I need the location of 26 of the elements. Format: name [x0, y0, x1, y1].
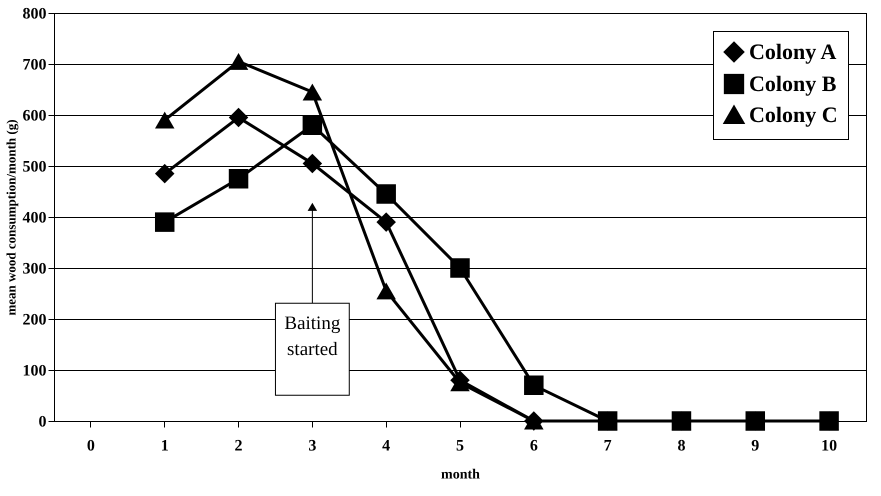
y-axis-title: mean wood consumption/month (g): [4, 119, 18, 316]
x-axis-title: month: [441, 468, 480, 482]
legend-label: Colony A: [749, 39, 837, 64]
y-tick-label: 300: [22, 260, 46, 278]
y-tick-label: 100: [22, 362, 46, 380]
x-tick-label: 10: [821, 438, 838, 454]
x-tick-label: 2: [234, 438, 243, 454]
x-tick-label: 4: [382, 438, 390, 454]
y-tick-label: 700: [22, 56, 46, 74]
x-tick-label: 3: [308, 438, 316, 454]
x-tick-label: 7: [604, 438, 612, 454]
x-tick-label: 5: [456, 438, 464, 454]
y-tick-label: 400: [22, 210, 46, 226]
legend-label: Colony C: [749, 102, 838, 127]
y-tick-label: 800: [22, 6, 46, 22]
x-tick-label: 0: [86, 438, 95, 454]
legend-label: Colony B: [749, 71, 837, 96]
x-tick-label: 9: [751, 438, 760, 454]
y-tick-label: 0: [38, 414, 46, 430]
x-tick-label: 6: [530, 438, 538, 454]
y-tick-label: 500: [22, 158, 46, 176]
y-tick-label: 200: [22, 312, 46, 328]
annotation: Baiting started: [284, 312, 341, 360]
x-tick-label: 8: [677, 438, 686, 454]
y-tick-label: 600: [22, 108, 46, 124]
x-tick-label: 1: [160, 438, 169, 454]
